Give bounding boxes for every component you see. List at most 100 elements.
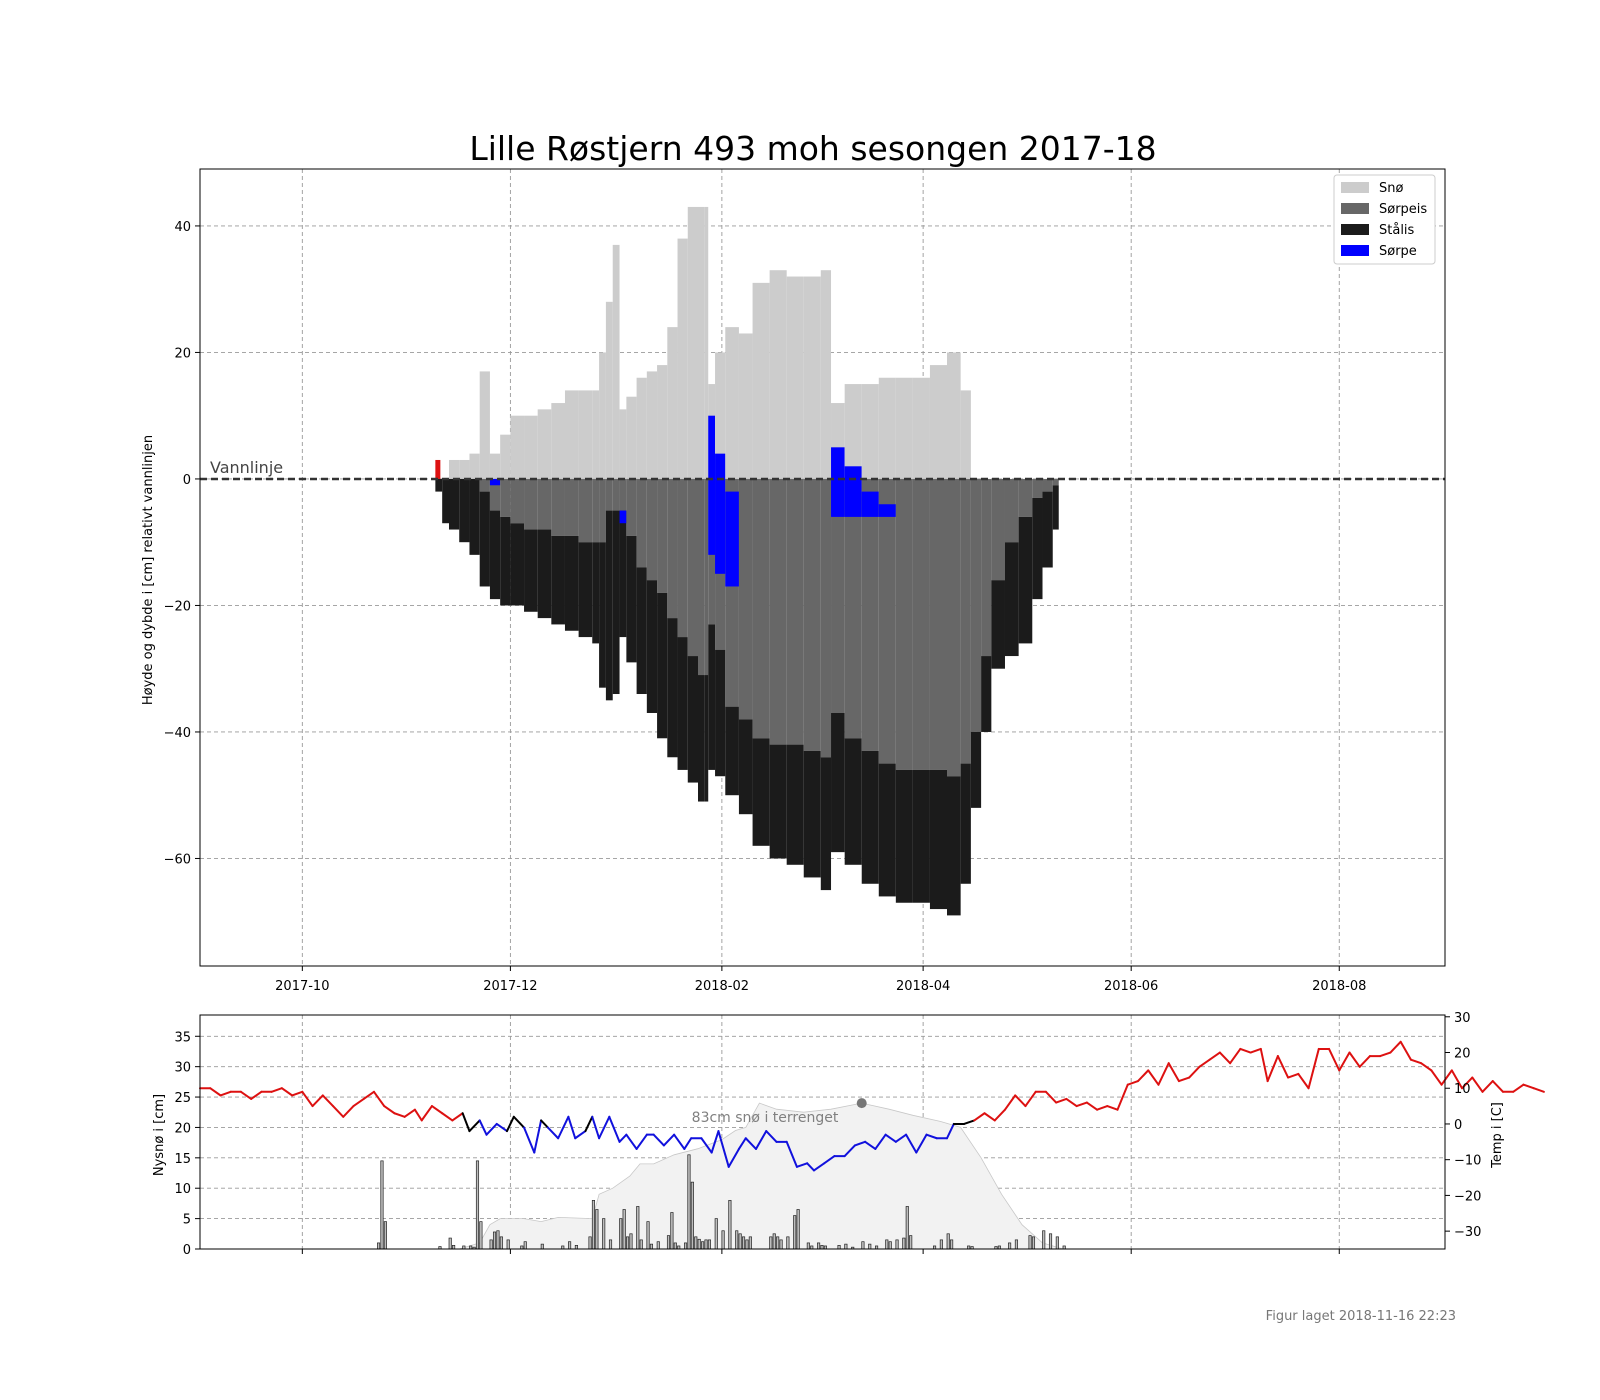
temperature-segment	[1266, 1055, 1279, 1083]
temperature-segment	[461, 1112, 471, 1133]
slush-bar	[708, 415, 716, 555]
new-snow-bar	[479, 1221, 483, 1250]
temperature-segment	[1338, 1051, 1351, 1072]
new-snow-bar	[1014, 1239, 1018, 1250]
main-y-tick-label: −60	[164, 852, 191, 867]
temperature-segment	[1024, 1090, 1037, 1108]
temperature-segment	[823, 1155, 836, 1165]
temperature-segment	[806, 1162, 815, 1172]
main-x-tick-label: 2017-10	[275, 979, 329, 994]
black-ice-bar	[449, 478, 460, 530]
temperature-segment	[280, 1087, 294, 1097]
temperature-segment	[1512, 1083, 1525, 1093]
slush-ice-bar	[489, 478, 501, 511]
new-snow-bar	[649, 1243, 653, 1250]
weather-grid	[200, 1015, 1445, 1249]
main-plot-frame	[199, 168, 1446, 967]
temperature-segment	[1276, 1055, 1290, 1079]
slush-ice-bar	[738, 478, 753, 720]
legend-label-slush-ice: Sørpeis	[1379, 202, 1427, 217]
temperature-segment	[468, 1119, 481, 1133]
black-ice-bar	[929, 769, 947, 910]
black-ice-bar	[435, 478, 443, 492]
new-snow-bar	[622, 1209, 626, 1250]
main-y-tick-label: 0	[183, 473, 191, 488]
slush-ice-bar	[1032, 478, 1043, 498]
black-ice-bar	[612, 510, 620, 695]
temperature-segment	[925, 1133, 938, 1140]
snow-bar	[752, 282, 770, 479]
temperature-segment	[533, 1119, 543, 1154]
weather-y-tick-label: 20	[174, 1121, 191, 1136]
new-snow-bar	[902, 1237, 906, 1250]
temperature-segment	[1096, 1105, 1109, 1111]
slush-bar	[861, 491, 879, 517]
black-ice-bar	[981, 656, 992, 732]
snow-bar	[677, 238, 688, 479]
black-ice-bar	[698, 675, 705, 802]
temperature-segment	[311, 1094, 324, 1108]
temperature-segment	[1055, 1097, 1068, 1104]
temperature-segment	[843, 1144, 856, 1158]
temperature-segment	[853, 1140, 867, 1147]
black-ice-bar	[677, 637, 688, 770]
slush-ice-bar	[960, 478, 971, 764]
temperature-segment	[700, 1137, 713, 1154]
snow-bar	[657, 365, 668, 479]
temperature-segment	[1297, 1072, 1310, 1090]
temperature-segment	[625, 1133, 638, 1150]
weather-y2-tick-label: 20	[1454, 1047, 1471, 1062]
temperature-segment	[512, 1115, 526, 1129]
slush-bar	[831, 447, 845, 517]
black-ice-bar	[895, 769, 913, 903]
temperature-segment	[963, 1119, 976, 1125]
new-snow-bar	[568, 1241, 572, 1250]
temperature-segment	[983, 1112, 996, 1122]
new-snow-bar	[786, 1236, 790, 1250]
black-ice-bar	[578, 542, 593, 638]
waterline-label: Vannlinje	[210, 458, 283, 477]
temperature-segment	[973, 1112, 986, 1122]
new-snow-bar	[796, 1209, 800, 1250]
temperature-segment	[717, 1130, 730, 1168]
snow-bar	[947, 352, 961, 479]
main-y-tick-label: −40	[164, 726, 191, 741]
legend-swatch-slush-ice	[1341, 203, 1369, 214]
temperature-segment	[608, 1115, 621, 1143]
new-snow-bar	[697, 1238, 701, 1250]
slush-ice-bar	[612, 478, 620, 511]
snow-bar	[912, 377, 930, 479]
black-ice-bar	[704, 675, 709, 802]
slush-ice-bar	[1018, 478, 1033, 517]
temperature-segment	[352, 1097, 365, 1108]
legend-box	[1333, 174, 1436, 265]
ice-thickness-panel: 2017-10 2017-12 2018-02 2018-04 2018-06 2018-…	[141, 168, 1446, 994]
weather-y-tick-label: 30	[174, 1061, 191, 1076]
slush-ice-bar	[991, 478, 1005, 581]
new-snow-bar	[1042, 1230, 1046, 1250]
temperature-segment	[485, 1122, 498, 1136]
main-y-axis: 40 20 0 −20 −40 −60	[164, 220, 200, 867]
temperature-segment	[567, 1115, 577, 1140]
new-snow-bar	[769, 1236, 773, 1250]
main-x-tick-label: 2018-06	[1104, 979, 1158, 994]
legend-swatch-slush	[1341, 245, 1369, 256]
snow-bar	[786, 276, 804, 479]
temperature-segment	[1358, 1055, 1371, 1068]
slush-ice-bar	[592, 478, 600, 543]
main-x-tick-label: 2017-12	[483, 979, 537, 994]
slush-ice-bar	[752, 478, 770, 739]
slush-ice-bar	[677, 478, 688, 638]
temperature-segment	[795, 1162, 809, 1168]
temperature-segment	[737, 1137, 747, 1150]
new-snow-bar	[383, 1221, 387, 1250]
temperature-segment	[1532, 1087, 1545, 1093]
temperature-segment	[744, 1137, 757, 1150]
terrain-snow-label: 83cm snø i terrenget	[692, 1110, 839, 1126]
snow-bar	[715, 352, 726, 479]
slush-ice-bar	[698, 478, 705, 676]
slush-ice-bar	[646, 478, 658, 581]
new-snow-bar	[492, 1231, 497, 1250]
black-ice-bar	[687, 656, 698, 783]
new-snow-bar	[646, 1221, 650, 1250]
